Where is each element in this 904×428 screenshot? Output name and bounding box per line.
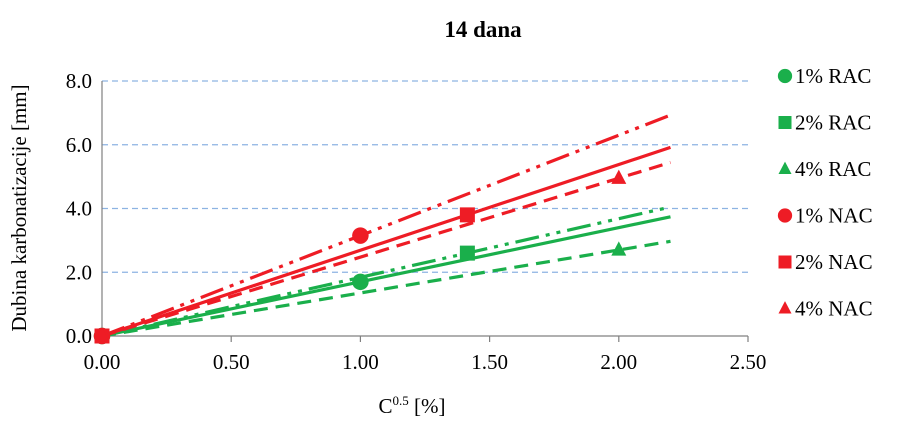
x-axis-label: C0.5 [%] — [379, 393, 446, 418]
x-axis-label-unit: [%] — [409, 394, 446, 418]
legend-marker — [778, 116, 792, 129]
x-tick-label: 2.50 — [730, 350, 767, 374]
legend-marker — [777, 68, 793, 84]
trendline — [101, 113, 672, 338]
y-tick-labels: 0.0 2.0 4.0 6.0 8.0 — [66, 69, 92, 348]
x-tick-label: 0.00 — [84, 350, 121, 374]
legend-marker — [778, 161, 792, 174]
x-tick-label: 1.50 — [471, 350, 508, 374]
x-axis-label-sup: 0.5 — [393, 393, 409, 408]
data-markers — [93, 169, 627, 345]
chart-title: 14 dana — [444, 17, 522, 42]
legend: 1% RAC 2% RAC 4% RAC 1% NAC 2% NAC 4% NAC — [777, 64, 873, 321]
trendlines — [101, 113, 672, 338]
legend-marker — [777, 208, 793, 223]
grid — [102, 80, 748, 273]
x-tick-label: 0.50 — [213, 350, 250, 374]
y-tick-label: 8.0 — [66, 69, 92, 93]
x-axis-label-base: C — [379, 394, 393, 418]
axes — [101, 81, 749, 342]
y-axis-label: Dubina karbonatizacije [mm] — [7, 84, 31, 331]
legend-label: 2% RAC — [795, 111, 871, 135]
x-tick-label: 2.00 — [600, 350, 637, 374]
trendline — [101, 205, 671, 338]
trendline — [101, 239, 671, 338]
legend-label: 1% NAC — [795, 204, 873, 228]
legend-label: 4% NAC — [795, 297, 873, 321]
data-point — [352, 227, 369, 244]
legend-marker — [778, 301, 792, 314]
legend-marker — [778, 255, 792, 269]
y-tick-label: 6.0 — [66, 133, 92, 157]
x-tick-labels: 0.00 0.50 1.00 1.50 2.00 2.50 — [84, 350, 767, 374]
data-point — [611, 241, 627, 256]
legend-label: 1% RAC — [795, 64, 871, 88]
trendline — [101, 145, 671, 338]
legend-label: 4% RAC — [795, 157, 871, 181]
legend-label: 2% NAC — [795, 250, 873, 274]
data-point — [94, 327, 110, 342]
trendline — [101, 160, 671, 338]
x-tick-label: 1.00 — [342, 350, 379, 374]
y-tick-label: 0.0 — [66, 324, 92, 348]
data-point — [459, 245, 475, 261]
y-tick-label: 2.0 — [66, 260, 92, 284]
y-tick-label: 4.0 — [66, 197, 92, 221]
data-point — [352, 273, 369, 291]
data-point — [611, 169, 627, 184]
data-point — [459, 207, 475, 223]
